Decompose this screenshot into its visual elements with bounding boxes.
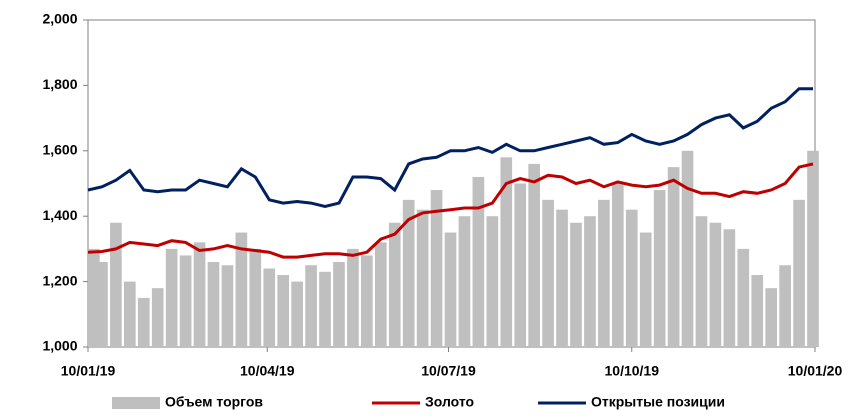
volume-bar: [88, 248, 100, 347]
legend-swatch: [112, 397, 160, 409]
volume-bar: [695, 216, 708, 347]
volume-bar: [123, 281, 136, 347]
x-tick-label: 10/10/19: [605, 363, 660, 379]
volume-bar: [472, 176, 485, 347]
volume-bar: [723, 229, 736, 347]
volume-bar: [249, 248, 262, 347]
x-tick-label: 10/07/19: [421, 363, 476, 379]
volume-bar: [514, 183, 527, 347]
volume-bar: [319, 271, 331, 347]
volume-bar: [570, 222, 582, 347]
volume-bar: [444, 232, 457, 347]
legend-label: Открытые позиции: [591, 394, 725, 410]
volume-bar: [779, 265, 791, 347]
y-tick-label: 1,000: [42, 338, 77, 354]
volume-bar: [793, 199, 805, 347]
y-tick-label: 1,200: [42, 272, 77, 288]
volume-bar: [639, 232, 652, 347]
volume-bar: [598, 199, 610, 347]
volume-bar: [681, 150, 694, 347]
volume-bar: [374, 242, 387, 347]
series-line: [87, 162, 814, 259]
y-tick-label: 1,400: [42, 207, 77, 223]
volume-bar: [277, 275, 290, 347]
volume-bar: [765, 288, 778, 347]
volume-bar: [110, 222, 122, 347]
volume-bar: [151, 288, 164, 347]
volume-bar: [486, 216, 499, 347]
volume-bar: [807, 150, 819, 347]
volume-bar: [542, 199, 554, 347]
volume-bar: [528, 163, 540, 347]
volume-bar: [333, 261, 345, 347]
volume-bar: [388, 222, 401, 347]
volume-bar: [221, 265, 234, 347]
volume-bar: [402, 199, 415, 347]
legend-label: Объем торгов: [165, 394, 263, 410]
volume-bar: [667, 167, 680, 347]
volume-bar: [361, 255, 373, 347]
x-tick-label: 10/01/19: [61, 363, 116, 379]
y-tick-label: 1,600: [42, 142, 77, 158]
volume-bar: [556, 209, 568, 347]
volume-bar: [611, 183, 624, 347]
volume-bar: [347, 248, 359, 347]
volume-bar: [416, 209, 429, 347]
volume-bar: [751, 275, 764, 347]
volume-bar: [584, 216, 596, 347]
volume-bar: [291, 281, 303, 347]
volume-bar: [165, 248, 178, 347]
series-line: [87, 87, 813, 208]
x-tick-label: 10/04/19: [240, 363, 295, 379]
volume-bar: [500, 157, 513, 347]
volume-bar: [709, 222, 722, 347]
volume-bar: [305, 265, 317, 347]
legend-label: Золото: [425, 394, 474, 410]
volume-bar: [96, 261, 108, 347]
volume-bar: [137, 297, 150, 347]
volume-bar: [430, 190, 443, 347]
x-tick-label: 10/01/20: [788, 363, 843, 379]
volume-bar: [625, 209, 638, 347]
volume-bar: [207, 261, 220, 347]
volume-bar: [653, 190, 666, 347]
volume-bar: [179, 255, 192, 347]
y-tick-label: 2,000: [42, 11, 77, 27]
volume-bar: [235, 232, 248, 347]
volume-bar: [458, 216, 471, 347]
volume-bar: [737, 248, 750, 347]
volume-bar: [263, 268, 276, 347]
y-tick-label: 1,800: [42, 76, 77, 92]
volume-bar: [193, 242, 206, 347]
